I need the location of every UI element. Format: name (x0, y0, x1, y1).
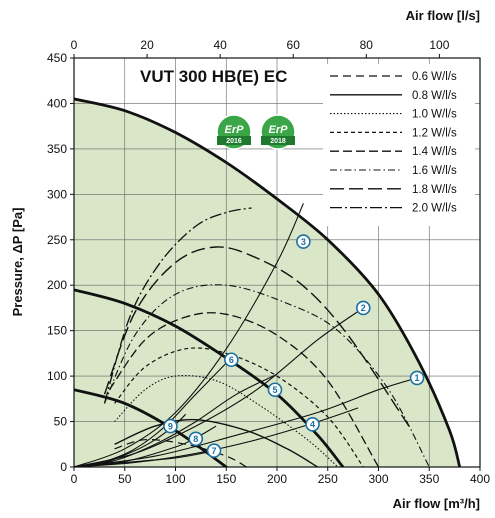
y-tick-label: 100 (47, 369, 67, 383)
x-tick-label: 400 (470, 472, 490, 486)
y-tick-label: 300 (47, 187, 67, 201)
erp-badge-year: 2018 (270, 138, 286, 145)
efficiency-curve (114, 374, 339, 467)
operating-point-label: 5 (272, 385, 277, 395)
erp-badge-year: 2016 (226, 138, 242, 145)
x-tick-label: 250 (318, 472, 338, 486)
x-tick-label: 300 (368, 472, 388, 486)
operating-point-marker (188, 431, 204, 447)
erp-badge-band (217, 136, 251, 145)
fan-curve (74, 97, 462, 467)
operating-point-label: 4 (310, 419, 315, 429)
y-tick-label: 450 (47, 51, 67, 65)
y-tick-label: 150 (47, 324, 67, 338)
system-curve (74, 377, 418, 467)
efficiency-curve (103, 284, 430, 467)
legend-label: 1.0 W/l/s (412, 109, 457, 121)
operating-point-marker (355, 300, 371, 316)
operating-point-marker (224, 352, 239, 368)
operating-point-label: 2 (361, 303, 366, 313)
operating-point-label: 6 (229, 355, 234, 365)
efficiency-curve (114, 418, 318, 467)
legend-label: 1.4 W/l/s (412, 146, 457, 158)
erp-badge-text: ErP (225, 124, 245, 136)
y-tick-label: 50 (54, 415, 68, 429)
operating-area (74, 98, 460, 467)
operating-point-marker (267, 382, 283, 398)
legend-label: 1.2 W/l/s (412, 127, 457, 139)
efficiency-curves (103, 207, 430, 467)
x2-tick-label: 80 (360, 38, 374, 52)
x-tick-label: 350 (419, 472, 439, 486)
operating-point-label: 7 (212, 446, 217, 456)
system-curve (74, 425, 217, 467)
x-tick-label: 100 (165, 472, 185, 486)
y-tick-label: 350 (47, 142, 67, 156)
x-tick-label: 150 (216, 472, 236, 486)
operating-point-label: 1 (415, 373, 420, 383)
operating-point-label: 3 (301, 237, 306, 247)
erp-badge-band (261, 136, 295, 145)
operating-point-marker (296, 234, 311, 249)
x2-tick-label: 20 (140, 38, 154, 52)
axes: 0 50 100 150 200 250 300 350 4000501001502002503… (47, 38, 490, 486)
y-tick-label: 250 (47, 233, 67, 247)
efficiency-curve (114, 347, 364, 467)
y-tick-label: 400 (47, 96, 67, 110)
x2-tick-label: 100 (429, 38, 449, 52)
erp-badge-text: ErP (269, 124, 289, 136)
chart-title: VUT 300 HB(E) EC (140, 67, 287, 86)
legend-label: 2.0 W/l/s (412, 203, 457, 215)
operating-point-marker (163, 418, 178, 434)
erp-badge: ErP 2016 (216, 114, 252, 150)
operating-points: 1 2 3 4 5 6 7 8 9 (163, 234, 425, 458)
legend-label: 0.6 W/l/s (412, 71, 457, 83)
legend-label: 1.6 W/l/s (412, 165, 457, 177)
operating-point-label: 9 (168, 421, 173, 431)
x2-tick-label: 60 (287, 38, 301, 52)
x-tick-label: 0 (71, 472, 78, 486)
y-tick-label: 200 (47, 278, 67, 292)
efficiency-curve (114, 438, 247, 467)
operating-point-marker (206, 443, 222, 458)
legend-label: 0.8 W/l/s (412, 90, 457, 102)
x-tick-label: 200 (267, 472, 287, 486)
efficiency-curve (103, 246, 410, 427)
legend: 0.6 W/l/s 0.8 W/l/s 1.0 W/l/s 1.2 W/l/s 1.4 … (323, 64, 475, 226)
y-axis-title: Pressure, ΔP [Pa] (10, 208, 25, 317)
efficiency-curve (103, 207, 252, 404)
operating-point-marker (305, 416, 320, 432)
erp-badge: ErP 2018 (260, 114, 296, 150)
x2-axis-title: Air flow [l/s] (406, 8, 480, 23)
legend-box (323, 64, 475, 226)
x-tick-label: 50 (118, 472, 132, 486)
system-curve (74, 373, 278, 467)
x2-tick-label: 40 (213, 38, 227, 52)
y-tick-label: 0 (60, 460, 67, 474)
x-axis-title: Air flow [m³/h] (393, 496, 480, 511)
legend-label: 1.8 W/l/s (412, 184, 457, 196)
system-curve (74, 203, 304, 467)
x2-tick-label: 0 (71, 38, 78, 52)
system-curve (74, 357, 232, 467)
erp-badges: ErP 2016 ErP 2018 (216, 114, 296, 150)
fan-curve (74, 388, 228, 467)
operating-point-label: 8 (193, 434, 198, 444)
operating-area-fill (74, 98, 460, 467)
operating-point-marker (409, 370, 425, 386)
